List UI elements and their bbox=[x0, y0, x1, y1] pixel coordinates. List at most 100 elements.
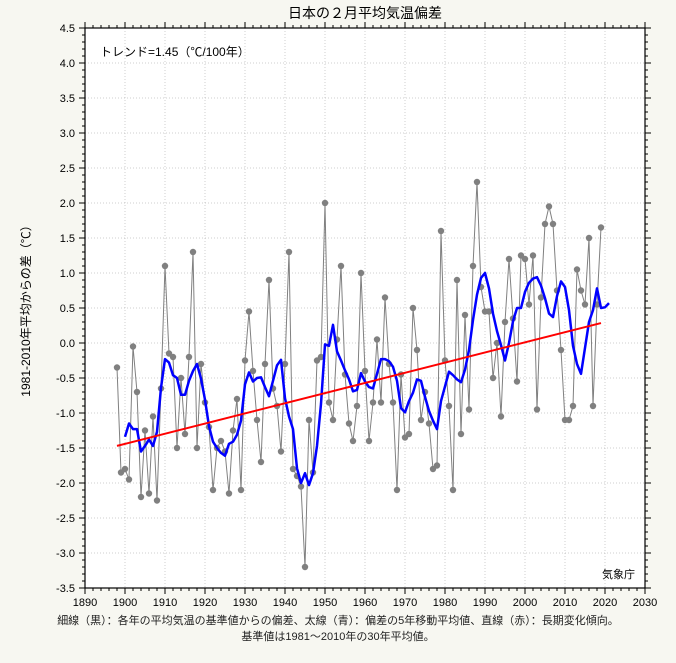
yearly-marker bbox=[574, 266, 580, 272]
yearly-marker bbox=[182, 431, 188, 437]
yearly-marker bbox=[330, 417, 336, 423]
yearly-marker bbox=[262, 361, 268, 367]
yearly-marker bbox=[458, 431, 464, 437]
yearly-marker bbox=[362, 368, 368, 374]
yearly-marker bbox=[126, 476, 132, 482]
yearly-marker bbox=[578, 287, 584, 293]
x-tick-label: 1960 bbox=[353, 597, 377, 609]
yearly-marker bbox=[450, 487, 456, 493]
yearly-marker bbox=[454, 277, 460, 283]
y-tick-label: -2.0 bbox=[56, 478, 75, 490]
yearly-marker bbox=[170, 354, 176, 360]
y-tick-label: 4.5 bbox=[60, 23, 75, 35]
y-tick-label: 1.5 bbox=[60, 233, 75, 245]
yearly-marker bbox=[530, 252, 536, 258]
trend-annotation: トレンド=1.45（℃/100年） bbox=[100, 45, 250, 59]
x-tick-label: 1940 bbox=[273, 597, 297, 609]
yearly-marker bbox=[226, 490, 232, 496]
chart-title: 日本の２月平均気温偏差 bbox=[288, 5, 442, 21]
y-tick-label: -1.0 bbox=[56, 408, 75, 420]
y-tick-label: -2.5 bbox=[56, 513, 75, 525]
yearly-marker bbox=[566, 417, 572, 423]
yearly-marker bbox=[254, 417, 260, 423]
yearly-marker bbox=[374, 336, 380, 342]
x-tick-label: 1990 bbox=[473, 597, 497, 609]
yearly-marker bbox=[546, 203, 552, 209]
yearly-marker bbox=[378, 399, 384, 405]
caption-line-1: 細線（黒）：各年の平均気温の基準値からの偏差、太線（青）：偏差の5年移動平均値、… bbox=[0, 614, 676, 629]
yearly-marker bbox=[474, 179, 480, 185]
yearly-marker bbox=[534, 406, 540, 412]
yearly-marker bbox=[142, 427, 148, 433]
yearly-marker bbox=[470, 263, 476, 269]
yearly-marker bbox=[278, 448, 284, 454]
yearly-marker bbox=[598, 224, 604, 230]
caption-line-2: 基準値は1981〜2010年の30年平均値。 bbox=[0, 630, 676, 645]
yearly-marker bbox=[394, 487, 400, 493]
yearly-marker bbox=[506, 256, 512, 262]
y-tick-label: -3.5 bbox=[56, 583, 75, 595]
y-tick-label: 4.0 bbox=[60, 58, 75, 70]
yearly-marker bbox=[570, 403, 576, 409]
x-tick-label: 1980 bbox=[433, 597, 457, 609]
yearly-marker bbox=[134, 389, 140, 395]
yearly-marker bbox=[246, 308, 252, 314]
yearly-marker bbox=[218, 438, 224, 444]
yearly-marker bbox=[590, 403, 596, 409]
yearly-marker bbox=[434, 462, 440, 468]
yearly-marker bbox=[418, 417, 424, 423]
yearly-marker bbox=[358, 270, 364, 276]
y-label: 1981-2010年平均からの差（℃） bbox=[19, 219, 33, 396]
yearly-marker bbox=[390, 399, 396, 405]
y-tick-label: 0.0 bbox=[60, 338, 75, 350]
x-tick-label: 1970 bbox=[393, 597, 417, 609]
y-tick-label: 2.5 bbox=[60, 163, 75, 175]
y-tick-label: 3.5 bbox=[60, 93, 75, 105]
yearly-marker bbox=[194, 445, 200, 451]
yearly-marker bbox=[586, 235, 592, 241]
x-tick-label: 2030 bbox=[633, 597, 657, 609]
yearly-marker bbox=[306, 417, 312, 423]
yearly-marker bbox=[190, 249, 196, 255]
yearly-marker bbox=[326, 399, 332, 405]
yearly-marker bbox=[146, 490, 152, 496]
yearly-marker bbox=[154, 497, 160, 503]
yearly-marker bbox=[370, 399, 376, 405]
yearly-marker bbox=[162, 263, 168, 269]
yearly-marker bbox=[350, 438, 356, 444]
yearly-marker bbox=[298, 483, 304, 489]
yearly-marker bbox=[438, 228, 444, 234]
yearly-marker bbox=[346, 420, 352, 426]
yearly-marker bbox=[138, 494, 144, 500]
yearly-marker bbox=[258, 459, 264, 465]
yearly-marker bbox=[366, 438, 372, 444]
yearly-marker bbox=[130, 343, 136, 349]
yearly-marker bbox=[174, 445, 180, 451]
yearly-marker bbox=[558, 347, 564, 353]
y-tick-label: 1.0 bbox=[60, 268, 75, 280]
x-tick-label: 1910 bbox=[153, 597, 177, 609]
y-tick-label: 2.0 bbox=[60, 198, 75, 210]
y-tick-label: -3.0 bbox=[56, 548, 75, 560]
x-tick-label: 1900 bbox=[113, 597, 137, 609]
yearly-marker bbox=[186, 354, 192, 360]
y-tick-label: 0.5 bbox=[60, 303, 75, 315]
x-tick-label: 1920 bbox=[193, 597, 217, 609]
yearly-marker bbox=[406, 431, 412, 437]
yearly-marker bbox=[462, 312, 468, 318]
yearly-marker bbox=[354, 403, 360, 409]
attribution: 気象庁 bbox=[602, 567, 635, 581]
yearly-marker bbox=[526, 301, 532, 307]
x-tick-label: 1890 bbox=[73, 597, 97, 609]
yearly-marker bbox=[502, 319, 508, 325]
yearly-marker bbox=[114, 364, 120, 370]
chart-container: 1890190019101920193019401950196019701980… bbox=[0, 0, 676, 663]
yearly-marker bbox=[382, 294, 388, 300]
yearly-marker bbox=[466, 406, 472, 412]
yearly-marker bbox=[498, 413, 504, 419]
yearly-marker bbox=[286, 249, 292, 255]
x-tick-label: 2010 bbox=[553, 597, 577, 609]
yearly-marker bbox=[322, 200, 328, 206]
yearly-marker bbox=[210, 487, 216, 493]
yearly-marker bbox=[446, 403, 452, 409]
